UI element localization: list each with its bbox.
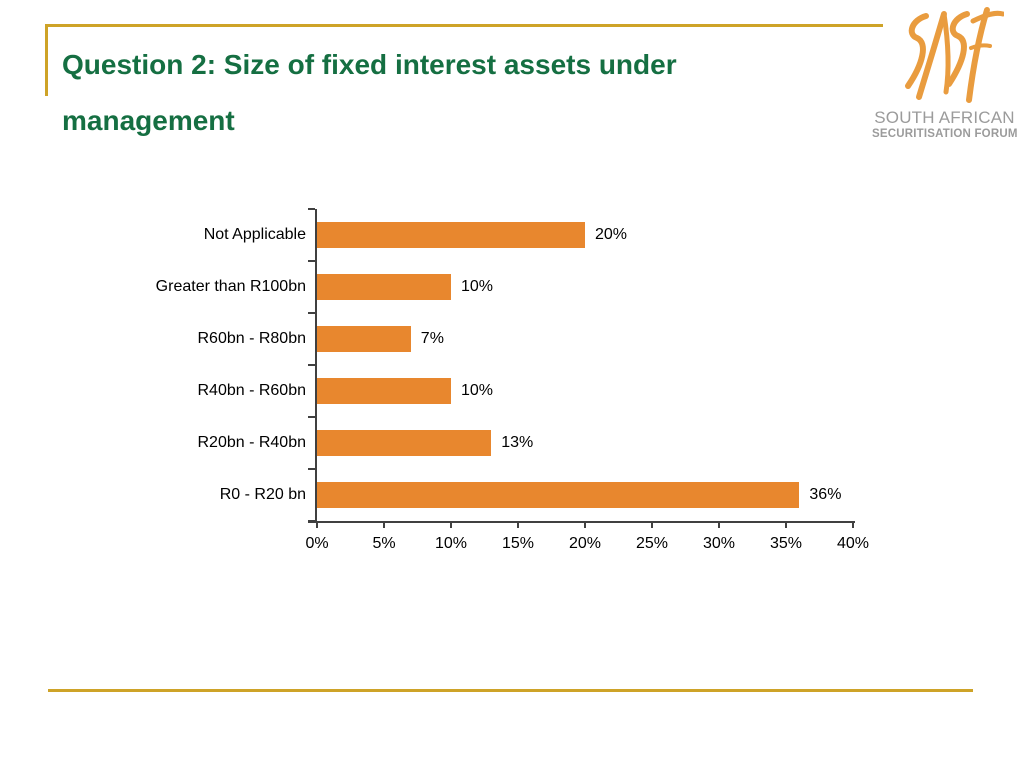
value-label: 7% xyxy=(420,330,444,347)
y-tick xyxy=(308,468,315,470)
value-label: 10% xyxy=(461,278,494,295)
category-label: R40bn - R60bn xyxy=(197,382,306,399)
bar xyxy=(317,274,451,300)
x-tick xyxy=(852,523,854,528)
value-label: 13% xyxy=(501,434,534,451)
y-tick xyxy=(308,416,315,418)
y-tick xyxy=(308,260,315,262)
x-tick xyxy=(785,523,787,528)
x-tick xyxy=(383,523,385,528)
page-title-line1: Question 2: Size of fixed interest asset… xyxy=(62,49,677,80)
x-tick-label: 5% xyxy=(372,535,396,552)
x-tick-label: 35% xyxy=(769,535,803,552)
x-tick xyxy=(450,523,452,528)
x-tick-label: 40% xyxy=(836,535,870,552)
bar xyxy=(317,482,800,508)
category-label: R60bn - R80bn xyxy=(197,330,306,347)
value-label: 10% xyxy=(461,382,494,399)
x-tick xyxy=(517,523,519,528)
bar xyxy=(317,430,492,456)
category-label: R0 - R20 bn xyxy=(219,486,306,503)
x-tick xyxy=(651,523,653,528)
left-gold-rule xyxy=(45,24,48,96)
bottom-gold-rule xyxy=(48,689,973,692)
x-tick-label: 20% xyxy=(568,535,602,552)
value-label: 20% xyxy=(595,226,628,243)
top-gold-rule xyxy=(45,24,883,27)
y-tick xyxy=(308,312,315,314)
x-axis xyxy=(308,521,855,523)
x-tick-label: 30% xyxy=(702,535,736,552)
y-axis xyxy=(315,209,317,521)
page-title-line2: management xyxy=(62,105,235,136)
y-tick xyxy=(308,208,315,210)
category-label: Greater than R100bn xyxy=(155,278,306,295)
x-tick-label: 25% xyxy=(635,535,669,552)
x-tick-label: 10% xyxy=(434,535,468,552)
x-tick xyxy=(316,523,318,528)
bar xyxy=(317,378,451,404)
x-tick-label: 0% xyxy=(305,535,329,552)
logo-text-securitisation-forum: SECURITISATION FORUM xyxy=(872,128,1018,140)
sasf-script-icon xyxy=(905,7,1004,103)
category-label: Not Applicable xyxy=(203,226,306,243)
x-tick-label: 15% xyxy=(501,535,535,552)
page-title: Question 2: Size of fixed interest asset… xyxy=(62,37,862,149)
value-label: 36% xyxy=(809,486,842,503)
x-tick xyxy=(584,523,586,528)
x-tick xyxy=(718,523,720,528)
logo-text-south-african: SOUTH AFRICAN xyxy=(874,108,1015,127)
sasf-logo: SOUTH AFRICAN SECURITISATION FORUM xyxy=(872,6,1017,140)
bar xyxy=(317,326,411,352)
bar xyxy=(317,222,585,248)
y-tick xyxy=(308,364,315,366)
category-label: R20bn - R40bn xyxy=(197,434,306,451)
